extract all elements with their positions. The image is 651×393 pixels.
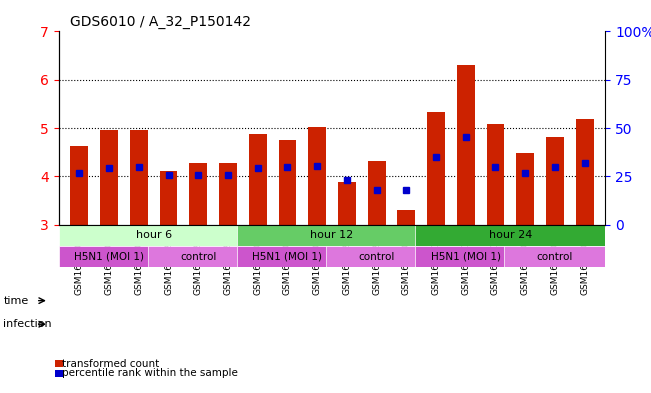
Text: hour 6: hour 6 xyxy=(135,230,172,241)
Bar xyxy=(159,171,178,225)
Text: GDS6010 / A_32_P150142: GDS6010 / A_32_P150142 xyxy=(70,15,251,29)
Text: time: time xyxy=(3,296,29,306)
Bar xyxy=(368,161,385,225)
Text: infection: infection xyxy=(3,319,52,329)
Bar xyxy=(219,163,237,225)
Bar xyxy=(486,124,505,225)
Text: control: control xyxy=(359,252,395,262)
Bar xyxy=(338,182,356,225)
FancyBboxPatch shape xyxy=(59,225,249,246)
Text: hour 12: hour 12 xyxy=(311,230,353,241)
Text: hour 24: hour 24 xyxy=(489,230,532,241)
Bar xyxy=(546,137,564,225)
Bar xyxy=(427,112,445,225)
Bar xyxy=(189,163,207,225)
FancyBboxPatch shape xyxy=(237,246,338,267)
Bar xyxy=(575,119,594,225)
FancyBboxPatch shape xyxy=(59,246,159,267)
FancyBboxPatch shape xyxy=(415,225,605,246)
Bar xyxy=(279,140,296,225)
Bar xyxy=(70,147,89,225)
Text: control: control xyxy=(536,252,573,262)
Bar xyxy=(249,134,267,225)
FancyBboxPatch shape xyxy=(148,246,249,267)
Text: H5N1 (MOI 1): H5N1 (MOI 1) xyxy=(74,252,144,262)
Bar xyxy=(100,130,118,225)
FancyBboxPatch shape xyxy=(326,246,427,267)
FancyBboxPatch shape xyxy=(237,225,427,246)
Bar xyxy=(130,130,148,225)
Text: H5N1 (MOI 1): H5N1 (MOI 1) xyxy=(253,252,322,262)
Text: percentile rank within the sample: percentile rank within the sample xyxy=(62,368,238,378)
FancyBboxPatch shape xyxy=(415,246,516,267)
Bar xyxy=(397,210,415,225)
Text: control: control xyxy=(180,252,217,262)
FancyBboxPatch shape xyxy=(505,246,605,267)
Bar xyxy=(457,65,475,225)
Bar xyxy=(308,127,326,225)
Text: H5N1 (MOI 1): H5N1 (MOI 1) xyxy=(431,252,501,262)
Text: transformed count: transformed count xyxy=(62,358,159,369)
Bar xyxy=(516,153,534,225)
